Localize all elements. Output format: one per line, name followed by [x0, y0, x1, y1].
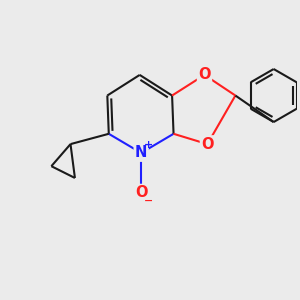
- Text: +: +: [144, 140, 153, 150]
- Text: −: −: [144, 196, 153, 206]
- Text: N: N: [135, 146, 147, 160]
- Text: O: O: [198, 68, 211, 82]
- Text: O: O: [135, 185, 147, 200]
- Text: O: O: [201, 136, 214, 152]
